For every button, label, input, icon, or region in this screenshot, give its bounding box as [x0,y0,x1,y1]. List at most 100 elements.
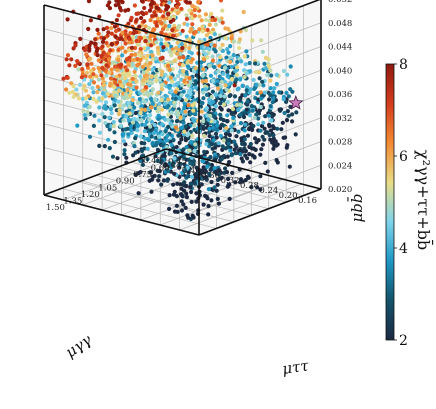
data-point [148,18,153,23]
data-point [207,126,212,131]
data-point [226,50,231,55]
data-point [263,55,269,61]
data-point [190,133,195,138]
x-tick-label: 0.32 [221,176,240,186]
data-point [226,141,231,146]
data-point [137,52,142,58]
data-point [149,189,154,194]
data-point [185,174,190,179]
data-point [75,123,80,128]
data-point [193,66,198,71]
data-point [193,79,198,84]
data-point [201,159,206,164]
data-point [219,90,224,95]
data-point [285,72,290,77]
data-point [221,71,226,76]
data-point [178,161,183,166]
data-point [261,120,266,125]
data-point [67,90,72,95]
data-point [124,109,129,114]
data-point [139,15,144,21]
data-point [165,138,170,143]
data-point [213,49,218,54]
data-point [144,76,149,81]
data-point [156,178,161,183]
data-point [76,96,82,101]
data-point [136,42,141,47]
data-point [167,23,172,29]
data-point [146,67,151,72]
data-point [71,94,76,99]
data-point [216,69,221,74]
data-point [118,0,123,3]
data-point [152,10,157,15]
data-point [243,110,248,115]
data-point [130,97,135,103]
data-point [75,59,80,64]
x-axis-label: μγγ [62,331,95,362]
data-point [184,195,189,200]
data-point [150,14,155,19]
data-point [268,93,273,98]
data-point [96,58,101,63]
data-point [248,160,253,165]
data-point [257,76,262,81]
y-tick-label: 0.45 [168,157,187,167]
data-point [166,63,171,68]
data-point [113,80,118,85]
data-point [193,29,198,35]
data-point [127,36,132,41]
data-point [248,69,253,74]
x-tick-label: 0.28 [240,181,259,191]
data-point [268,104,273,109]
colorbar-gradient [385,63,395,341]
data-point [287,164,292,169]
data-point [130,61,135,66]
data-point [102,115,107,120]
data-point [126,61,131,66]
data-point [184,0,189,5]
data-point [206,212,211,217]
data-point [129,127,134,133]
data-point [199,109,204,114]
data-point [113,34,118,39]
data-point [214,127,219,132]
data-point [131,153,136,158]
y-tick-label: 1.35 [63,196,82,206]
data-point [201,119,206,124]
data-point [217,74,222,79]
x-tick-label: 0.44 [162,161,181,171]
data-point [243,153,248,158]
data-point [174,203,179,208]
data-point [117,79,123,84]
data-point [125,68,130,73]
data-point [167,49,172,54]
data-point [186,103,191,108]
data-point [201,96,206,101]
data-point [224,119,230,124]
data-point [86,0,92,4]
data-point [100,44,105,49]
data-point [112,139,117,145]
data-point [182,78,187,83]
data-point [222,94,227,99]
data-point [112,24,118,29]
data-point [128,30,133,36]
data-point [112,85,117,90]
data-point [137,97,142,102]
data-point [107,115,112,120]
data-point [196,39,202,44]
data-point [282,110,287,116]
data-point [182,180,187,185]
z-tick-label: 0.052 [328,0,352,5]
data-point [211,78,216,84]
data-point [107,146,112,151]
z-tick-label: 0.048 [328,19,352,29]
data-point [140,162,145,167]
grid-line [61,188,217,229]
data-point [167,193,172,198]
data-point [208,73,213,78]
data-point [161,14,166,19]
data-point [149,98,154,103]
data-point [160,132,165,137]
